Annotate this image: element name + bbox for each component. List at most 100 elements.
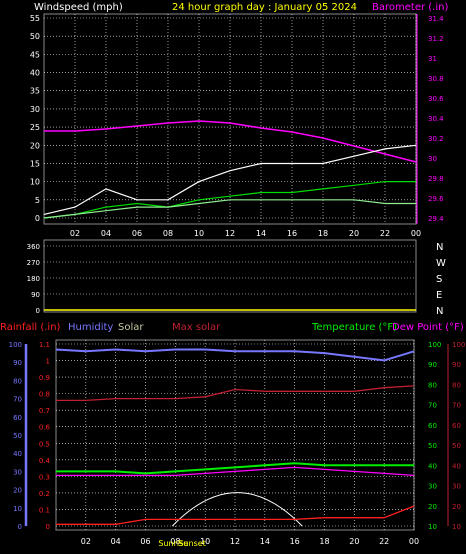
- legend-dewpoint: Dew Point (°F): [392, 322, 464, 333]
- series-max-solar: [56, 385, 415, 402]
- series-wind-avg: [43, 181, 416, 219]
- wind-x-tick-label: 00: [411, 229, 421, 238]
- rain-y-tick-label: 1.1: [39, 341, 50, 349]
- humidity-y-tick-label: 20: [13, 487, 22, 495]
- direction-y-tick-label: 270: [27, 259, 40, 267]
- wind-y-tick-label: 45: [30, 50, 40, 59]
- temp-y-tick-label: 100: [428, 341, 441, 349]
- series-wind-speed: [43, 199, 416, 219]
- thermo-x-tick-label: 08: [170, 537, 180, 546]
- temp-y-tick-label: 30: [428, 483, 437, 491]
- barometer-y-tick-label: 30.6: [428, 95, 444, 103]
- thermo-x-tick-label: 12: [230, 537, 240, 546]
- thermo-x-tick-label: 14: [260, 537, 270, 546]
- dewpoint-y-tick-label: 30: [452, 483, 461, 491]
- legend-solar: Solar: [118, 322, 144, 333]
- thermo-x-tick-label: 20: [349, 537, 359, 546]
- temp-y-tick-label: 80: [428, 381, 437, 389]
- rain-y-tick-label: 0.5: [39, 440, 50, 448]
- series-barometer: [44, 120, 417, 163]
- thermo-x-tick-label: 06: [140, 537, 150, 546]
- rain-y-tick-label: 1: [46, 358, 50, 366]
- temp-y-tick-label: 70: [428, 402, 437, 410]
- humidity-y-tick-label: 60: [13, 414, 22, 422]
- legend-max-solar: Max solar: [172, 322, 221, 333]
- humidity-y-tick-label: 40: [13, 450, 22, 458]
- wind-y-tick-label: 20: [30, 141, 40, 150]
- dewpoint-y-tick-label: 10: [452, 523, 461, 531]
- humidity-y-tick-label: 80: [13, 377, 22, 385]
- thermo-x-tick-label: 22: [379, 537, 389, 546]
- wind-x-tick-label: 14: [256, 229, 266, 238]
- series-temperature: [56, 462, 414, 475]
- wind-y-tick-label: 30: [30, 105, 40, 114]
- direction-panel-frame: [43, 239, 417, 313]
- wind-x-tick-label: 06: [132, 229, 142, 238]
- temp-y-tick-label: 50: [428, 442, 437, 450]
- barometer-y-tick-label: 29.6: [428, 195, 444, 203]
- direction-compass-label: E: [436, 290, 442, 301]
- thermo-x-tick-label: 02: [81, 537, 91, 546]
- barometer-y-tick-label: 30: [428, 155, 437, 163]
- humidity-y-tick-label: 0: [18, 523, 22, 531]
- direction-compass-label: N: [436, 242, 443, 253]
- rain-y-tick-label: 0.9: [39, 374, 50, 382]
- max-solar-arc: [171, 492, 303, 527]
- temp-y-tick-label: 20: [428, 503, 437, 511]
- rain-y-tick-label: 0.7: [39, 407, 50, 415]
- dewpoint-y-tick-label: 80: [452, 381, 461, 389]
- series-rainfall: [56, 505, 415, 525]
- wind-y-tick-label: 35: [30, 87, 40, 96]
- barometer-axis-title: Barometer (.in): [372, 2, 448, 13]
- thermo-x-tick-label: 00: [409, 537, 419, 546]
- wind-x-tick-label: 18: [318, 229, 328, 238]
- series-dew-point: [56, 466, 415, 477]
- thermo-panel-frame: [55, 339, 415, 531]
- rain-y-tick-label: 0.3: [39, 473, 50, 481]
- dewpoint-y-tick-label: 90: [452, 361, 461, 369]
- humidity-y-tick-label: 70: [13, 396, 22, 404]
- wind-x-tick-label: 04: [101, 229, 111, 238]
- wind-x-tick-label: 10: [194, 229, 204, 238]
- wind-y-tick-label: 15: [30, 159, 40, 168]
- temp-y-tick-label: 90: [428, 361, 437, 369]
- wind-y-tick-label: 0: [35, 214, 40, 223]
- direction-y-tick-label: 360: [27, 243, 40, 251]
- sunset-marker: Sunset: [178, 539, 205, 548]
- thermo-x-tick-label: 04: [111, 537, 121, 546]
- wind-x-tick-label: 12: [225, 229, 235, 238]
- barometer-y-tick-label: 30.2: [428, 135, 444, 143]
- windspeed-axis-title: Windspeed (mph): [34, 2, 123, 13]
- humidity-y-tick-label: 10: [13, 505, 22, 513]
- dewpoint-y-tick-label: 20: [452, 503, 461, 511]
- dewpoint-y-tick-label: 70: [452, 402, 461, 410]
- barometer-y-tick-label: 29.8: [428, 175, 444, 183]
- humidity-y-tick-label: 90: [13, 359, 22, 367]
- rain-y-tick-label: 0.4: [39, 457, 51, 465]
- dewpoint-y-tick-label: 40: [452, 462, 461, 470]
- dewpoint-y-tick-label: 100: [452, 341, 465, 349]
- wind-x-tick-label: 08: [163, 229, 173, 238]
- barometer-y-tick-label: 30.4: [428, 115, 444, 123]
- wind-y-tick-label: 5: [35, 196, 40, 205]
- wind-y-tick-label: 10: [30, 178, 40, 187]
- direction-y-tick-label: 0: [36, 307, 40, 315]
- wind-x-tick-label: 20: [349, 229, 359, 238]
- direction-compass-label: S: [436, 274, 442, 285]
- direction-y-tick-label: 180: [27, 275, 40, 283]
- humidity-y-tick-label: 50: [13, 432, 22, 440]
- dewpoint-y-tick-label: 60: [452, 422, 461, 430]
- barometer-y-tick-label: 31.4: [428, 15, 444, 23]
- wind-x-tick-label: 16: [287, 229, 297, 238]
- barometer-y-tick-label: 30.8: [428, 75, 444, 83]
- legend-rainfall: Rainfall (.in): [0, 322, 61, 333]
- dewpoint-y-tick-label: 50: [452, 442, 461, 450]
- barometer-y-tick-label: 31: [428, 55, 437, 63]
- direction-y-tick-label: 90: [31, 291, 40, 299]
- wind-y-tick-label: 55: [30, 14, 40, 23]
- barometer-y-tick-label: 31.2: [428, 35, 444, 43]
- humidity-y-tick-label: 30: [13, 468, 22, 476]
- direction-compass-label: W: [436, 258, 446, 269]
- legend-humidity: Humidity: [68, 322, 113, 333]
